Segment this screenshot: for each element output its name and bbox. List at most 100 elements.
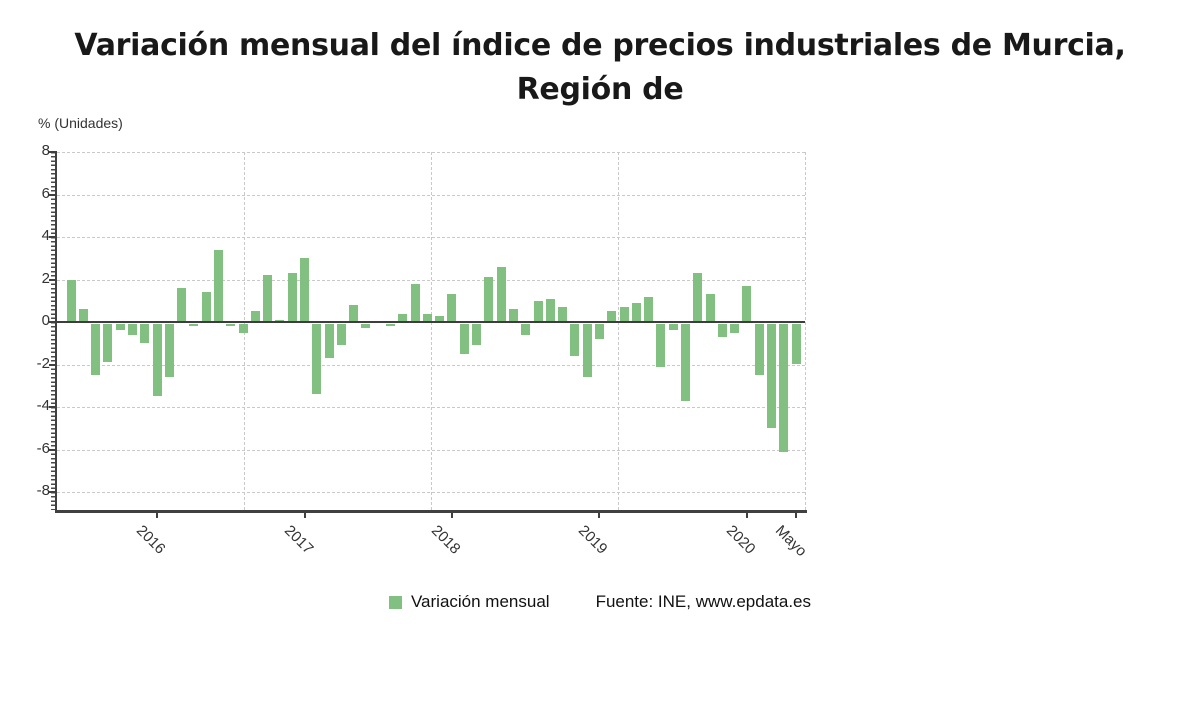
y-tick-label: 6 (41, 184, 50, 202)
bar (705, 294, 715, 322)
bar (66, 279, 76, 322)
bar (767, 324, 777, 429)
y-tick-label: -8 (36, 482, 50, 499)
x-axis-line (55, 510, 807, 513)
bar (533, 300, 543, 322)
bar (447, 294, 457, 322)
bar (508, 309, 518, 322)
x-major-tick (156, 513, 159, 518)
y-major-tick (49, 193, 57, 196)
bar (717, 324, 727, 337)
x-tick-label: 2019 (575, 522, 612, 558)
chart-title: Variación mensual del índice de precios … (0, 24, 1200, 112)
bar (152, 324, 162, 397)
bar (250, 311, 260, 322)
chart-title-line2: Región de (516, 72, 684, 107)
bar (521, 324, 531, 335)
bar (496, 266, 506, 322)
bar (300, 258, 309, 322)
gridline-v (618, 152, 619, 510)
bar (78, 309, 88, 322)
bar (435, 315, 445, 322)
y-tick-label: 4 (41, 227, 50, 244)
bar (681, 324, 690, 401)
bar (484, 277, 494, 322)
bar (386, 324, 396, 327)
y-major-tick (49, 406, 57, 408)
bar (336, 324, 346, 346)
y-tick-label: 0 (41, 312, 50, 329)
bar (312, 324, 322, 395)
y-tick-label: -4 (36, 397, 50, 414)
bar (238, 324, 248, 333)
y-axis-unit-label: % (Unidades) (38, 115, 123, 131)
bar (349, 305, 359, 322)
bar (422, 313, 432, 322)
bar (177, 288, 187, 322)
bar (127, 324, 137, 335)
y-tick-label: 8 (41, 142, 50, 159)
x-tick-label: 2016 (132, 522, 169, 558)
y-axis-minor-ticks (51, 152, 55, 510)
bar (742, 285, 752, 322)
bar (140, 324, 150, 344)
bar (115, 324, 125, 331)
bar (189, 324, 199, 327)
y-tick-label: -6 (36, 439, 50, 457)
y-tick-label: 2 (41, 269, 50, 287)
x-major-tick (303, 513, 306, 518)
y-tick-label: -2 (36, 354, 50, 372)
x-major-tick (745, 513, 748, 518)
gridline-v (431, 152, 432, 510)
bar (779, 324, 789, 452)
zero-baseline (57, 321, 805, 323)
bar (213, 249, 223, 322)
y-major-tick (49, 491, 57, 493)
legend-and-source-row: Variación mensual Fuente: INE, www.epdat… (0, 592, 1200, 612)
bar (164, 324, 174, 378)
bar (226, 324, 236, 327)
bar (91, 324, 101, 375)
x-major-tick (450, 513, 453, 518)
legend-item-variacion-mensual: Variación mensual (388, 592, 550, 612)
bar (631, 302, 641, 322)
bar (619, 307, 629, 322)
bar (472, 324, 482, 346)
bar (693, 273, 703, 322)
x-tick-label: Mayo (772, 522, 811, 560)
x-major-tick (795, 513, 798, 518)
x-tick-label: 2020 (722, 522, 759, 558)
bar (263, 275, 273, 322)
source-attribution: Fuente: INE, www.epdata.es (595, 592, 812, 611)
bar (791, 324, 801, 365)
bar (570, 324, 580, 356)
x-tick-label: 2018 (427, 522, 464, 558)
y-major-tick (49, 236, 57, 238)
bar (410, 283, 420, 322)
bar (754, 324, 764, 375)
bar (459, 324, 469, 354)
y-major-tick (49, 151, 57, 153)
plot-area (49, 151, 807, 518)
bar (287, 273, 297, 322)
bar (656, 324, 666, 367)
legend-swatch-icon (388, 595, 402, 609)
y-major-tick (49, 448, 57, 451)
bar (545, 298, 555, 322)
x-major-tick (598, 513, 601, 518)
bar (644, 296, 654, 322)
y-major-tick (49, 321, 57, 323)
bar (324, 324, 334, 358)
bar (594, 324, 604, 339)
y-axis-line (55, 152, 57, 512)
y-major-tick (49, 278, 57, 281)
bar (582, 324, 592, 378)
bar (668, 324, 678, 331)
gridline-v (805, 152, 806, 510)
x-tick-label: 2017 (280, 522, 317, 558)
legend-label: Variación mensual (410, 592, 550, 611)
bar (607, 311, 617, 322)
bar (398, 313, 408, 322)
bar (275, 319, 285, 322)
bar (103, 324, 113, 363)
